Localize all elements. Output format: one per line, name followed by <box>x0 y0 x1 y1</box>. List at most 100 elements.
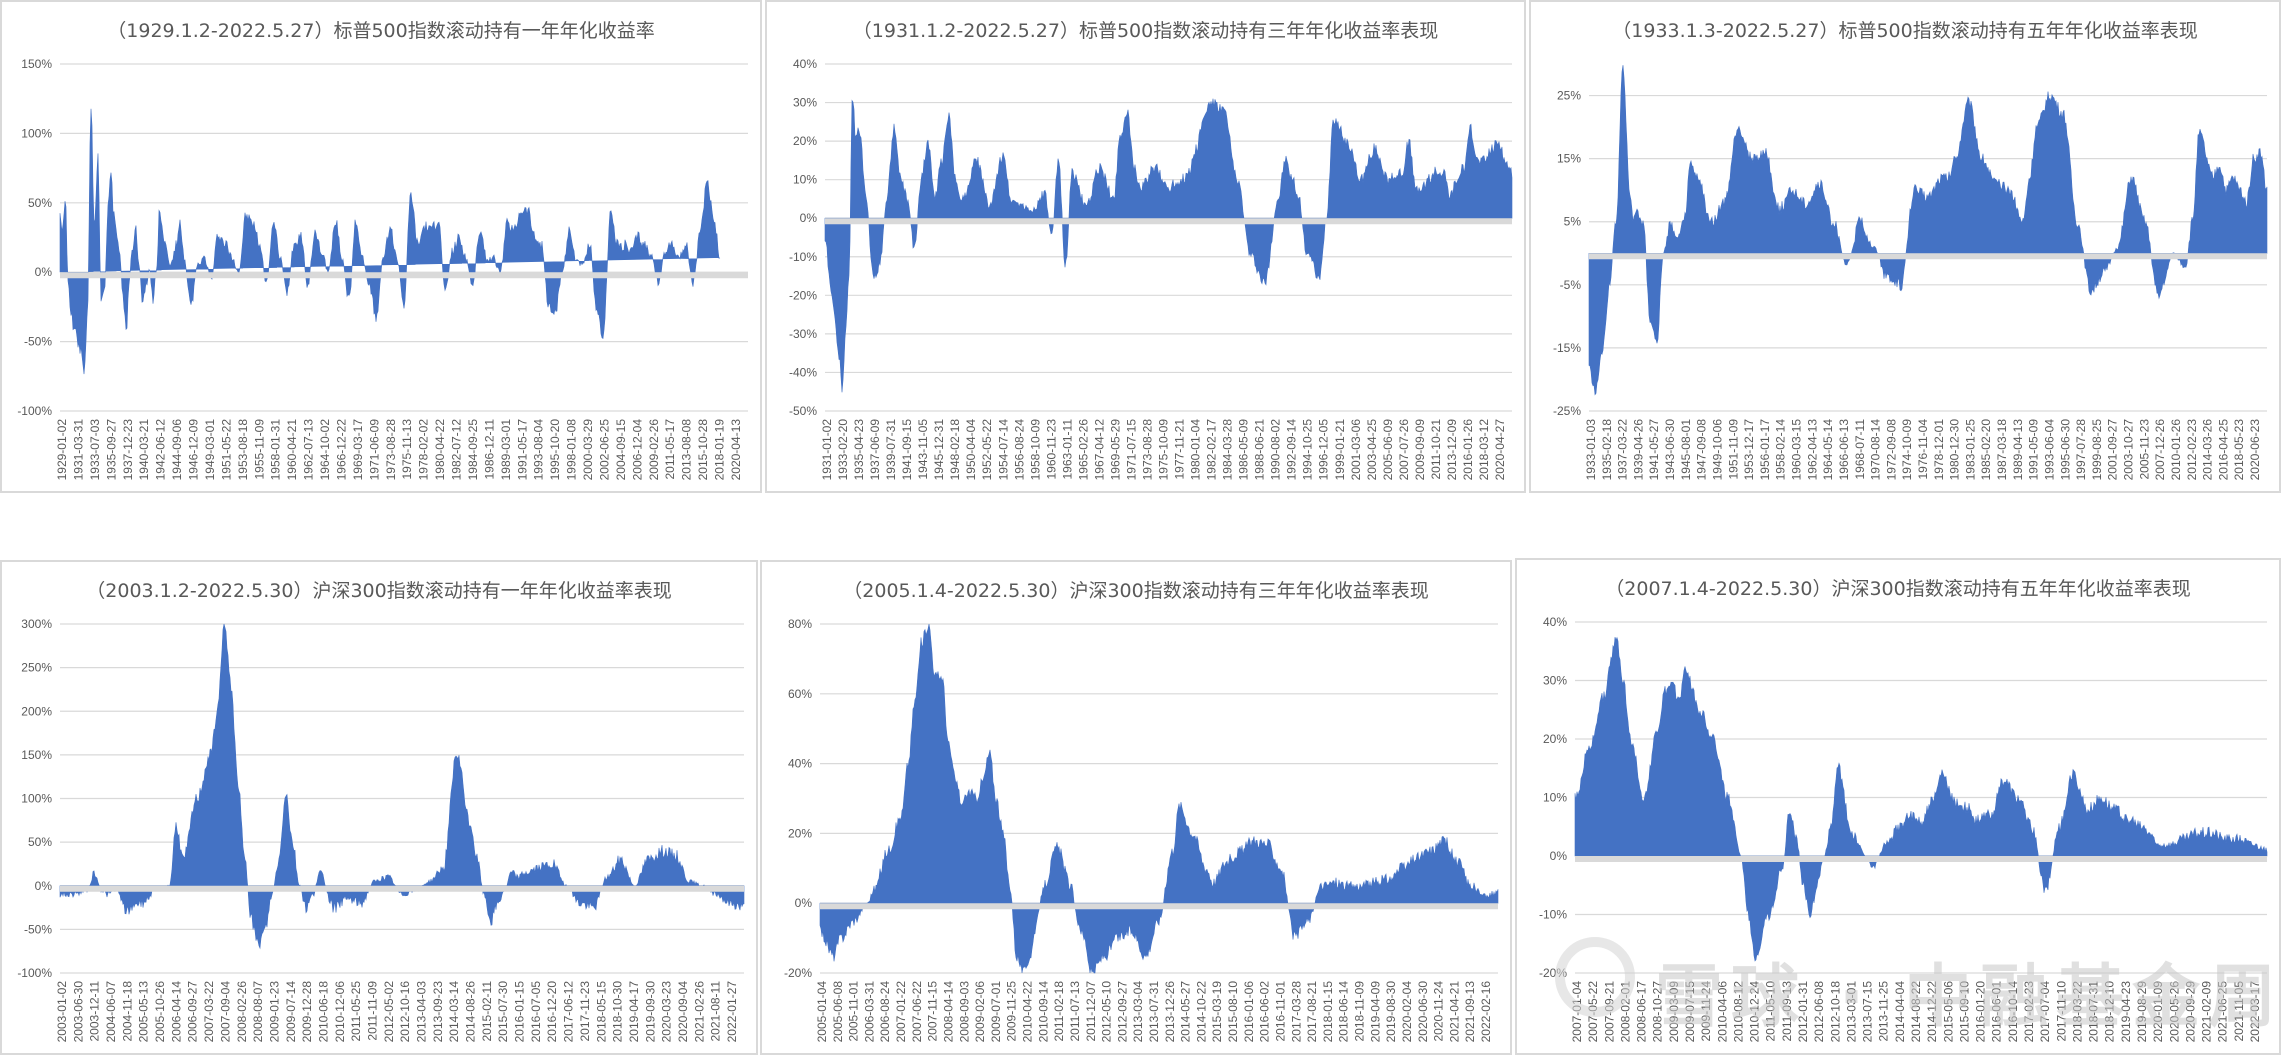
y-tick-label: 25% <box>1557 89 1581 103</box>
area-series <box>824 98 1513 393</box>
x-tick-label: 2013-08-08 <box>680 419 694 481</box>
x-tick-label: 2005-06-08 <box>831 981 845 1043</box>
x-tick-label: 1978-02-02 <box>417 419 431 481</box>
x-tick-label: 2020-11-24 <box>1432 981 1446 1042</box>
x-tick-label: 2005-11-01 <box>847 981 861 1042</box>
x-tick-label: 1985-02-20 <box>1979 419 1993 481</box>
x-tick-label: 2011-02-18 <box>1052 981 1066 1042</box>
x-tick-label: 2012-05-02 <box>382 981 396 1043</box>
x-tick-label: 2003-01-02 <box>55 981 69 1043</box>
x-tick-label: 1994-10-25 <box>1301 419 1315 481</box>
x-tick-label: 2018-03-12 <box>1477 419 1491 481</box>
y-tick-label: -50% <box>24 335 52 349</box>
area-series <box>59 108 721 375</box>
y-tick-label: 40% <box>793 57 817 71</box>
x-tick-label: 2016-01-15 <box>513 981 527 1043</box>
y-tick-label: 300% <box>21 617 52 631</box>
y-tick-label: 150% <box>21 57 52 71</box>
x-tick-label: 2017-03-28 <box>1289 981 1303 1043</box>
y-tick-label: 50% <box>28 835 52 849</box>
chart-plot-sp500-5y: 25%15%5%-5%-15%-25%1933-01-03 1935-02-18 1… <box>1553 65 2268 481</box>
x-tick-label: 2011-09-13 <box>1780 981 1794 1042</box>
x-tick-label: 2015-07-30 <box>496 981 510 1043</box>
y-tick-label: 40% <box>788 757 812 771</box>
x-tick-label: 2011-07-13 <box>1068 981 1082 1042</box>
x-tick-label: 2007-05-22 <box>1586 981 1600 1043</box>
x-tick-label: 1954-07-14 <box>996 419 1010 481</box>
x-tick-label: 2006-08-24 <box>878 981 892 1043</box>
x-tick-label: 2014-03-14 <box>447 981 461 1043</box>
x-tick-label: 1945-08-01 <box>1679 419 1693 481</box>
x-tick-label: 2018-05-23 <box>2232 419 2246 481</box>
x-tick-label: 2013-04-03 <box>415 981 429 1043</box>
x-tick-label: 1960-04-21 <box>285 419 299 481</box>
y-tick-label: -10% <box>1539 908 1567 922</box>
chart-panel-csi300-3y: （2005.1.4-2022.5.30）沪深300指数滚动持有三年年化收益率表现… <box>760 560 1512 1055</box>
x-tick-label: 1993-06-04 <box>2043 419 2057 481</box>
y-tick-label: 30% <box>793 96 817 110</box>
x-tick-label: 1986-05-09 <box>1237 419 1251 481</box>
y-tick-label: -10% <box>789 250 817 264</box>
x-tick-label: 2012-10-16 <box>398 981 412 1043</box>
y-tick-label: 40% <box>1543 615 1567 629</box>
area-series <box>59 623 745 950</box>
x-tick-label: 2006-12-04 <box>630 419 644 481</box>
x-tick-label: 2007-01-22 <box>894 981 908 1043</box>
x-tick-label: 2007-11-15 <box>926 981 940 1042</box>
x-tick-label: 2015-09-10 <box>1957 981 1971 1043</box>
x-tick-label: 1946-12-09 <box>187 419 201 481</box>
y-tick-label: 20% <box>793 134 817 148</box>
y-tick-label: -50% <box>24 922 52 936</box>
x-tick-label: 2009-02-26 <box>647 419 661 481</box>
x-tick-label: 1966-12-22 <box>335 419 349 481</box>
x-tick-label: 1991-05-17 <box>515 419 529 481</box>
x-tick-label: 1971-06-09 <box>367 419 381 481</box>
x-tick-label: 2005-10-26 <box>153 981 167 1043</box>
x-tick-label: 1958-10-09 <box>1028 419 1042 481</box>
chart-plot-csi300-3y: 80%60%40%20%0%-20%2005-01-04 2005-06-08 20… <box>784 617 1499 1043</box>
x-tick-label: 2014-12-22 <box>1925 981 1939 1043</box>
x-tick-label: 2007-09-04 <box>218 981 232 1043</box>
chart-title: （1933.1.3-2022.5.27）标普500指数滚动持有五年年化收益率表现 <box>1612 20 2198 42</box>
x-tick-label: 2003-12-11 <box>88 981 102 1042</box>
x-tick-label: 2016-04-25 <box>2216 419 2230 481</box>
x-tick-label: 1969-03-17 <box>351 419 365 481</box>
x-tick-label: 1962-07-13 <box>302 419 316 481</box>
x-tick-label: 2006-09-27 <box>186 981 200 1043</box>
x-tick-label: 2012-01-31 <box>1796 981 1810 1043</box>
x-tick-label: 2012-02-23 <box>2185 419 2199 481</box>
x-tick-label: 2000-03-29 <box>581 419 595 481</box>
y-tick-label: 20% <box>1543 732 1567 746</box>
chart-title: （2005.1.4-2022.5.30）沪深300指数滚动持有三年年化收益率表现 <box>843 580 1429 602</box>
y-tick-label: -50% <box>789 404 817 418</box>
x-tick-label: 1999-08-25 <box>2090 419 2104 481</box>
x-tick-label: 2016-07-05 <box>529 981 543 1043</box>
y-tick-label: 0% <box>1550 849 1568 863</box>
x-tick-label: 1964-10-02 <box>318 419 332 481</box>
x-tick-label: 1943-06-30 <box>1663 419 1677 481</box>
x-tick-label: 2012-05-10 <box>1100 981 1114 1043</box>
chart-panel-csi300-5y: （2007.1.4-2022.5.30）沪深300指数滚动持有五年年化收益率表现… <box>1515 558 2281 1055</box>
x-tick-label: 2013-03-01 <box>1844 981 1858 1043</box>
x-tick-label: 2018-01-15 <box>1321 981 1335 1043</box>
y-tick-label: -15% <box>1553 341 1581 355</box>
x-tick-label: 2013-03-04 <box>1131 981 1145 1043</box>
x-tick-label: 2009-03-09 <box>1667 981 1681 1043</box>
y-tick-label: 100% <box>21 792 52 806</box>
x-tick-label: 2022-02-16 <box>1479 981 1493 1043</box>
x-tick-label: 1984-03-28 <box>1221 419 1235 481</box>
chart-plot-sp500-3y: 40% 30% 20% 10% 0% -10% -20% -30% -40% -50%1931-0… <box>789 57 1513 481</box>
y-tick-label: 15% <box>1557 152 1581 166</box>
x-tick-label: 2011-12-07 <box>1084 981 1098 1042</box>
x-tick-label: 1968-07-11 <box>1853 419 1867 480</box>
x-tick-label: 1980-04-22 <box>433 419 447 481</box>
x-tick-label: 2009-07-01 <box>989 981 1003 1043</box>
y-tick-label: 0% <box>795 896 813 910</box>
x-tick-label: 1972-09-08 <box>1884 419 1898 481</box>
x-tick-label: 2007-12-26 <box>2153 419 2167 481</box>
x-tick-label: 1949-03-01 <box>203 419 217 481</box>
y-tick-label: 10% <box>793 173 817 187</box>
x-tick-label: 2018-10-30 <box>611 981 625 1043</box>
x-tick-label: 2020-06-23 <box>2248 419 2262 481</box>
x-tick-label: 2016-12-20 <box>545 981 559 1043</box>
